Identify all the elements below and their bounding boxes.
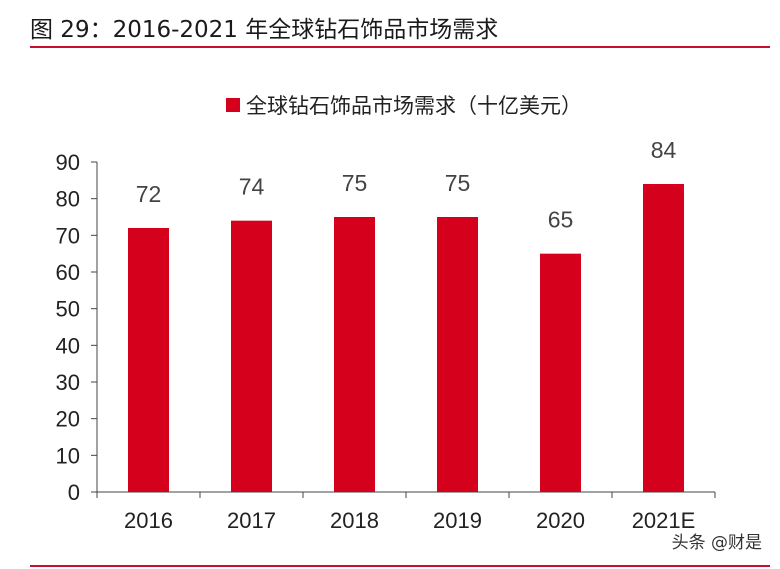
figure-title: 图 29：2016-2021 年全球钻石饰品市场需求	[30, 17, 499, 43]
title-divider	[30, 46, 770, 48]
y-tick-label: 80	[56, 187, 80, 212]
data-label: 75	[445, 170, 471, 196]
x-tick-label: 2021E	[632, 508, 696, 533]
chart-legend: 全球钻石饰品市场需求（十亿美元）	[226, 95, 582, 118]
x-tick-label: 2017	[227, 508, 276, 533]
data-label: 74	[239, 174, 265, 200]
legend-label: 全球钻石饰品市场需求（十亿美元）	[246, 95, 582, 118]
bar-2021E	[643, 184, 684, 492]
bar-2020	[540, 253, 581, 492]
x-tick-label: 2020	[536, 508, 585, 533]
bar-2018	[334, 217, 375, 492]
y-tick-label: 20	[56, 407, 80, 432]
x-tick-label: 2016	[124, 508, 173, 533]
legend-swatch	[226, 98, 240, 112]
y-tick-label: 60	[56, 260, 80, 285]
data-label: 72	[136, 181, 162, 207]
bar-2017	[231, 220, 272, 492]
y-tick-label: 10	[56, 443, 80, 468]
y-tick-label: 90	[56, 150, 80, 175]
bar-2019	[437, 217, 478, 492]
y-tick-label: 40	[56, 333, 80, 358]
y-tick-label: 70	[56, 223, 80, 248]
x-tick-label: 2019	[433, 508, 482, 533]
watermark: 头条 @财是	[671, 533, 762, 553]
chart-axes: 0 10 20 30 40 50 60 70 80 90 2016 2017 2018 2019 2020 2…	[56, 150, 716, 533]
y-tick-label: 30	[56, 370, 80, 395]
data-label: 84	[651, 137, 677, 163]
bar-2016	[128, 228, 169, 492]
y-tick-label: 50	[56, 297, 80, 322]
bottom-divider	[30, 565, 770, 567]
y-tick-label: 0	[68, 480, 80, 505]
data-label: 75	[342, 170, 368, 196]
x-tick-label: 2018	[330, 508, 379, 533]
data-label: 65	[548, 207, 574, 233]
chart-bars: 72 74 75 75 65 84	[128, 137, 684, 492]
